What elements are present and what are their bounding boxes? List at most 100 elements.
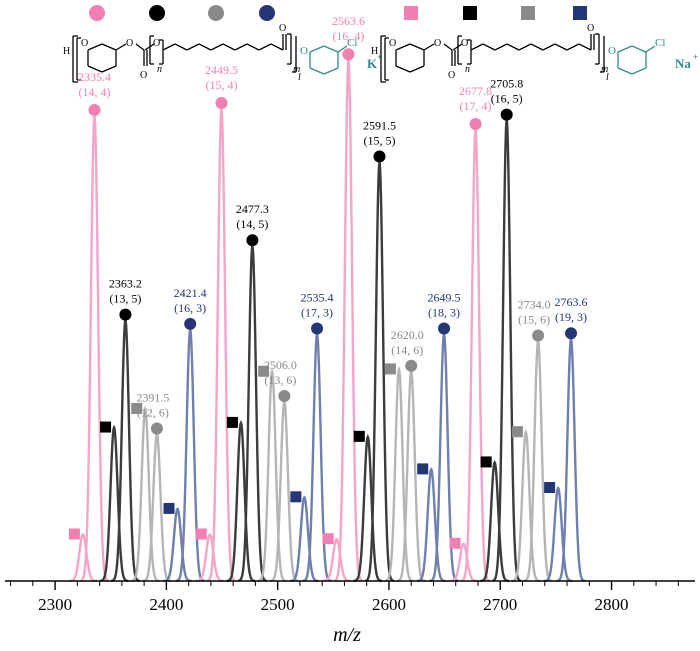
atom-o: O <box>126 38 133 49</box>
bond <box>270 43 284 51</box>
bond <box>395 65 411 73</box>
peak-marker-circle-black-1 <box>246 234 259 247</box>
bond <box>198 43 212 51</box>
legend <box>89 5 587 21</box>
peak-marker-square-navy-2 <box>417 463 429 475</box>
peak-marker-circle-pink-0 <box>88 104 101 116</box>
peak-label-composition-black-0: (13, 5) <box>109 292 141 306</box>
spectrum-peak-black-square-3 <box>480 460 509 583</box>
peak-marker-square-navy-0 <box>163 502 175 514</box>
peak-marker-circle-pink-1 <box>215 97 228 110</box>
bond <box>578 43 592 51</box>
bond <box>631 45 647 53</box>
peak-label-composition-gray-2: (14, 6) <box>391 343 423 357</box>
peak-marker-square-black-2 <box>353 430 365 442</box>
atom-h: H <box>371 46 378 57</box>
x-tick-label: 2600 <box>372 595 406 614</box>
peak-marker-circle-gray-1 <box>278 389 291 402</box>
peak-marker-circle-black-0 <box>119 308 132 321</box>
peak-label-mz-navy-3: 2763.6 <box>555 295 588 309</box>
bond <box>518 43 532 51</box>
peak-marker-circle-pink-3 <box>469 117 482 130</box>
bond <box>323 45 339 53</box>
spectrum-peak-gray-circle-1 <box>269 398 299 583</box>
peak-label-mz-pink-2: 2563.6 <box>332 14 365 28</box>
atom-o: O <box>434 38 441 49</box>
peak-label-composition-pink-0: (14, 4) <box>78 85 110 99</box>
bond <box>210 43 224 51</box>
spectrum-peak-pink-square-3 <box>449 542 478 583</box>
peak-label-composition-black-2: (15, 5) <box>363 134 395 148</box>
peak-label-mz-black-0: 2363.2 <box>109 277 142 291</box>
peak-label-mz-pink-1: 2449.5 <box>205 63 238 77</box>
bond <box>645 45 656 53</box>
peak-marker-circle-gray-3 <box>532 329 545 342</box>
spectrum-peak-gray-circle-2 <box>396 368 426 583</box>
counter-ion: K <box>367 56 378 71</box>
peak-label-mz-pink-0: 2335.4 <box>78 70 111 84</box>
atom-o-end: O <box>608 45 616 57</box>
spectrum-peak-pink-square-2 <box>322 537 351 583</box>
peak-marker-square-navy-1 <box>290 491 302 503</box>
peak-marker-circle-pink-2 <box>342 48 355 61</box>
peak-label-composition-navy-2: (18, 3) <box>428 306 460 320</box>
bond <box>617 67 633 75</box>
spectrum-peak-pink-circle-3 <box>461 129 491 583</box>
bond <box>494 43 508 51</box>
bond <box>309 45 325 53</box>
peak-label-mz-pink-3: 2677.8 <box>459 84 492 98</box>
x-axis-title: m/z <box>333 624 361 646</box>
peak-marker-circle-black-3 <box>500 108 513 121</box>
peak-label-composition-black-3: (16, 5) <box>491 92 523 106</box>
peak-label-composition-gray-0: (12, 6) <box>137 406 169 420</box>
spectrum-peak-pink-circle-2 <box>333 60 363 582</box>
subscript-l: l <box>298 72 301 83</box>
spectrum-peak-navy-circle-2 <box>429 330 459 583</box>
atom-o-end: O <box>300 45 308 57</box>
bond <box>409 43 425 51</box>
bond <box>87 65 103 73</box>
peak-marker-circle-navy-1 <box>311 322 324 335</box>
spectrum-peak-black-circle-1 <box>237 245 267 583</box>
counter-ion-charge: + <box>693 52 698 62</box>
peak-marker-circle-black-2 <box>373 150 386 163</box>
bond <box>409 65 425 73</box>
x-tick-label: 2700 <box>483 595 517 614</box>
legend-square-gray <box>521 6 535 20</box>
bond <box>395 43 411 51</box>
bond <box>323 67 339 75</box>
legend-circle-black <box>149 5 165 21</box>
peak-label-composition-navy-0: (16, 3) <box>174 301 206 315</box>
spectrum-peak-gray-square-2 <box>384 365 414 583</box>
subscript-l: l <box>606 72 609 83</box>
spectrum-peak-pink-circle-0 <box>80 115 109 583</box>
spectrum-peak-black-circle-0 <box>111 316 140 583</box>
bond <box>482 43 496 51</box>
spectrum-peak-black-circle-2 <box>365 162 394 583</box>
polymer-structure-na: HOOOOnOmlOClNa+ <box>371 23 698 83</box>
atom-o: O <box>389 38 396 49</box>
bond <box>162 43 176 51</box>
peak-marker-square-gray-1 <box>258 365 270 377</box>
spectrum-peak-navy-circle-3 <box>556 334 586 583</box>
bond <box>101 43 117 51</box>
peak-marker-circle-navy-2 <box>438 322 451 335</box>
legend-circle-gray <box>208 5 224 21</box>
bond <box>542 43 556 51</box>
atom-o: O <box>448 70 455 81</box>
bond <box>506 43 520 51</box>
atom-o: O <box>153 38 160 49</box>
peak-labels: 2335.4(14, 4) 2449.5(15, 4) 2563.6(16, 4) 2… <box>78 14 588 419</box>
x-tick-label: 2400 <box>149 595 183 614</box>
peak-marker-square-black-3 <box>480 456 492 468</box>
peak-marker-square-gray-0 <box>131 402 143 414</box>
bond <box>554 43 568 51</box>
peak-label-mz-black-3: 2705.8 <box>490 77 523 91</box>
atom-h: H <box>63 46 70 57</box>
peak-marker-circle-gray-2 <box>405 359 418 372</box>
peak-marker-circle-gray-0 <box>150 422 163 435</box>
peak-marker-square-pink-1 <box>195 528 207 540</box>
spectrum-peak-navy-square-0 <box>163 507 192 583</box>
atom-o: O <box>461 38 468 49</box>
